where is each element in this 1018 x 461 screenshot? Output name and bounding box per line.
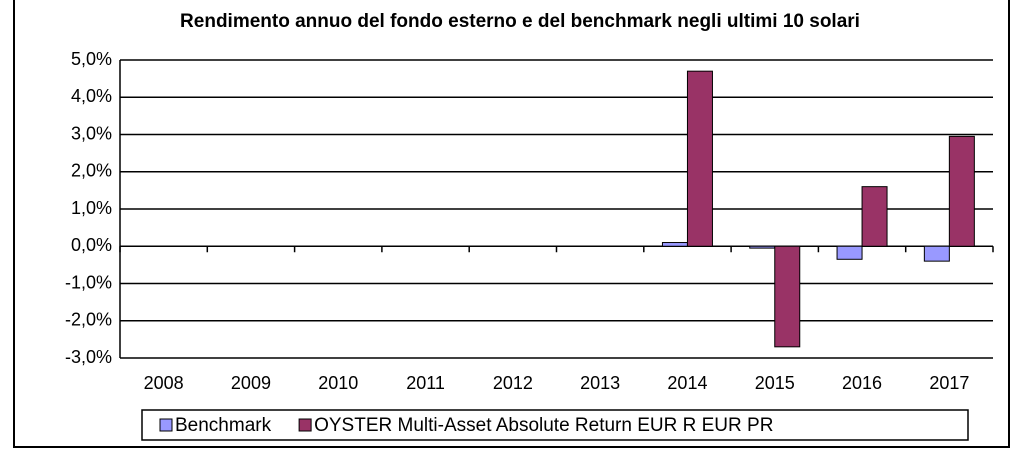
x-tick-label: 2013 — [580, 373, 620, 393]
bar — [836, 245, 863, 260]
chart-frame — [13, 0, 1010, 448]
legend-label: OYSTER Multi-Asset Absolute Return EUR R… — [314, 415, 773, 436]
x-tick-label: 2010 — [318, 373, 358, 393]
y-tick-label: -3,0% — [65, 347, 112, 367]
bar — [686, 70, 713, 247]
y-tick-label: 1,0% — [71, 198, 112, 218]
x-tick-label: 2008 — [144, 373, 184, 393]
y-tick-label: -1,0% — [65, 272, 112, 292]
legend-swatch — [298, 418, 312, 432]
legend-swatch — [159, 418, 173, 432]
legend-box — [141, 409, 969, 441]
bar — [948, 135, 975, 247]
x-tick-label: 2009 — [231, 373, 271, 393]
y-tick-label: 0,0% — [71, 235, 112, 255]
x-tick-label: 2016 — [842, 373, 882, 393]
x-tick-label: 2014 — [667, 373, 707, 393]
chart-title: Rendimento annuo del fondo esterno e del… — [180, 11, 860, 32]
y-tick-label: 3,0% — [71, 123, 112, 143]
bar — [923, 245, 950, 262]
x-tick-label: 2017 — [929, 373, 969, 393]
x-tick-label: 2012 — [493, 373, 533, 393]
y-tick-label: 4,0% — [71, 86, 112, 106]
x-tick-label: 2011 — [406, 373, 445, 393]
bar — [774, 245, 801, 348]
x-tick-label: 2015 — [755, 373, 795, 393]
bar — [661, 242, 688, 247]
bar — [749, 245, 776, 249]
y-tick-label: 2,0% — [71, 161, 112, 181]
bar — [861, 186, 888, 247]
y-tick-label: 5,0% — [71, 49, 112, 69]
legend-label: Benchmark — [175, 415, 272, 436]
y-tick-label: -2,0% — [65, 310, 112, 330]
